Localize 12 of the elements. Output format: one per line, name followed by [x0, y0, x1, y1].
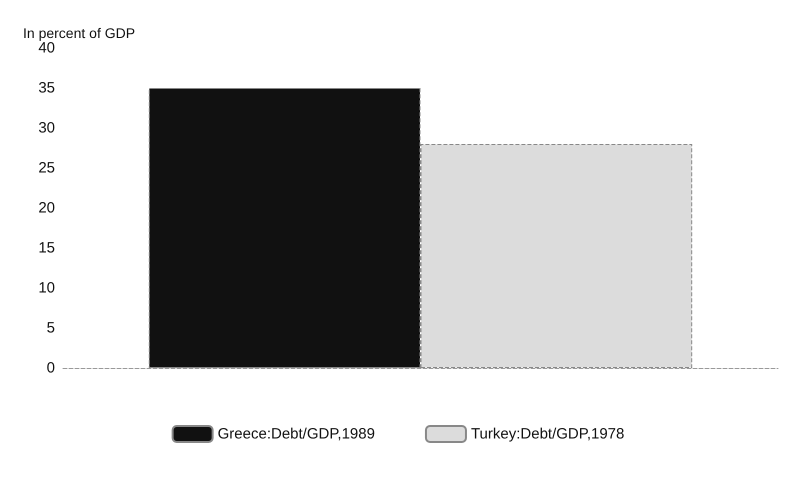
y-tick-label: 40: [38, 40, 55, 56]
y-tick-label: 20: [38, 200, 55, 216]
legend-label: Greece:Debt/GDP,1989: [218, 426, 375, 442]
y-tick-label: 5: [46, 320, 55, 336]
y-tick-label: 0: [46, 360, 55, 376]
y-tick-label: 10: [38, 280, 55, 296]
y-tick-label: 35: [38, 80, 55, 96]
y-tick-label: 15: [38, 240, 55, 256]
y-tick-label: 25: [38, 160, 55, 176]
legend-label: Turkey:Debt/GDP,1978: [470, 426, 624, 442]
y-axis-title: In percent of GDP: [23, 25, 136, 41]
y-tick-label: 30: [38, 120, 55, 136]
